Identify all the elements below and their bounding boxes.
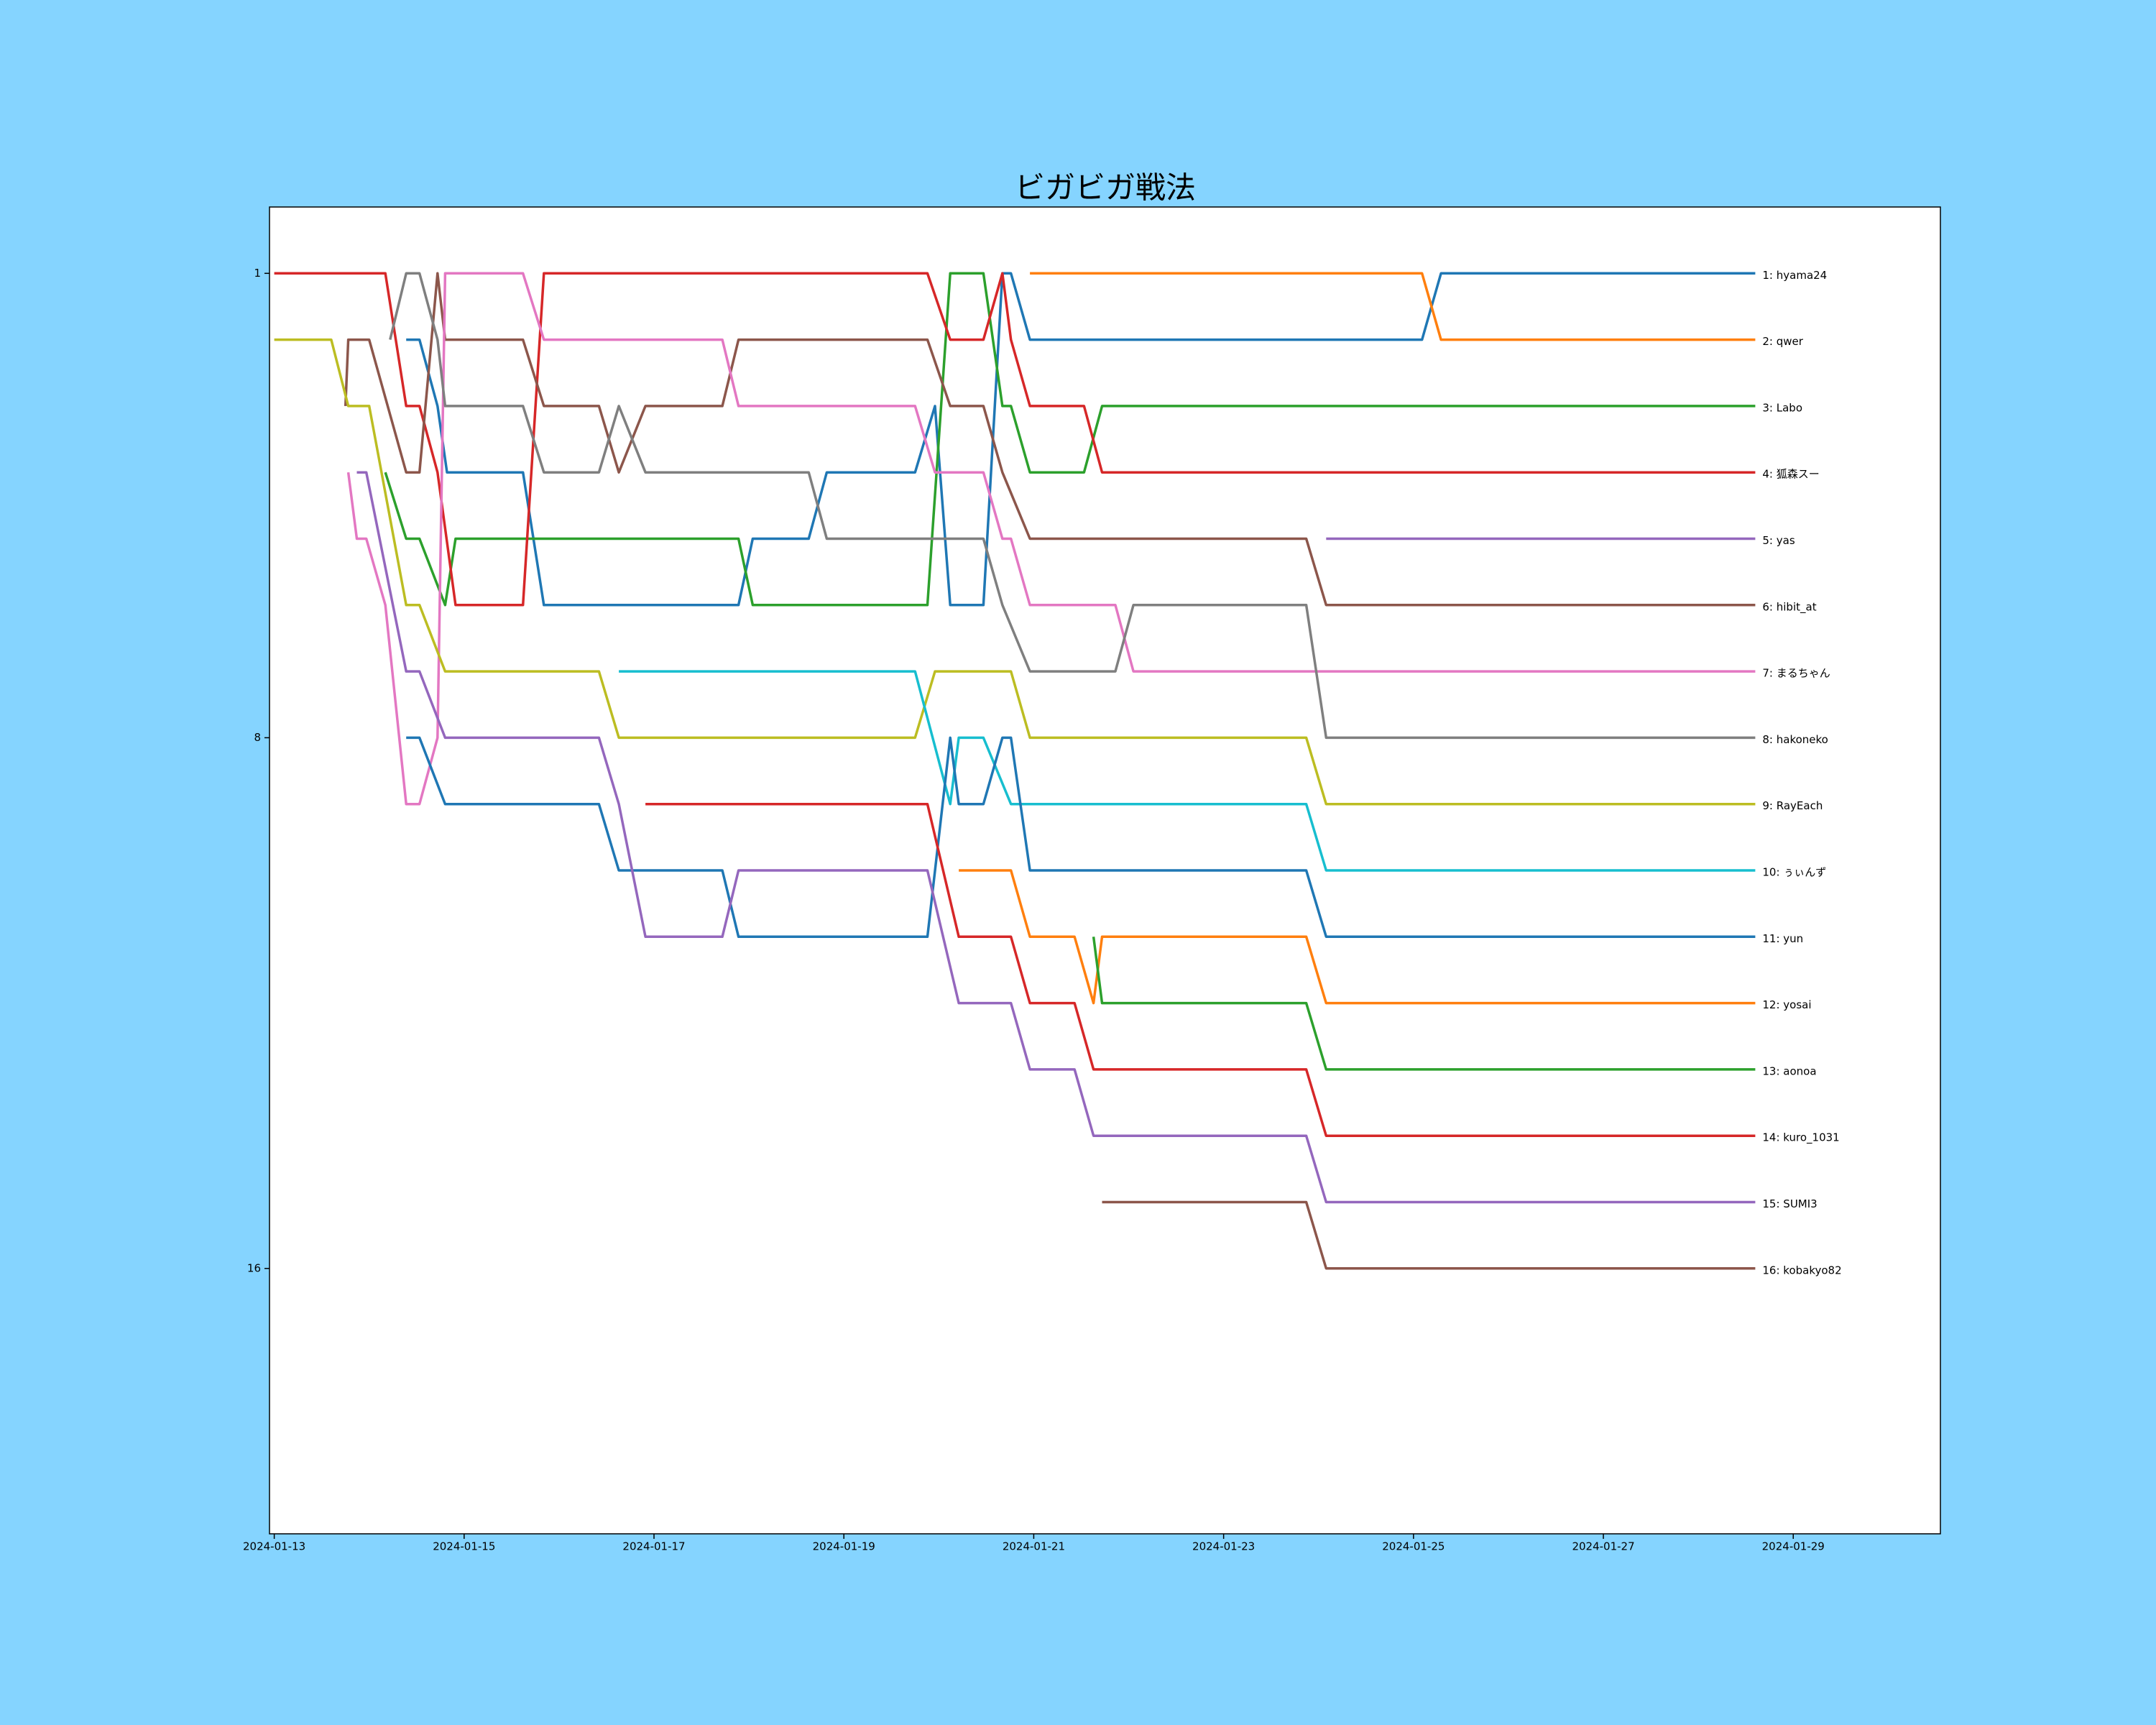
rank-line — [356, 471, 1756, 1204]
x-tick-label: 2024-01-27 — [1572, 1540, 1634, 1553]
series-label: 9: RayEach — [1762, 799, 1823, 812]
rank-line — [274, 338, 1756, 806]
rank-line — [619, 670, 1756, 872]
rank-line — [274, 272, 1756, 607]
x-tick-label: 2024-01-23 — [1192, 1540, 1255, 1553]
rank-line — [959, 869, 1756, 1005]
series-label: 4: 狐森スー — [1762, 468, 1819, 481]
series-label: 14: kuro_1031 — [1762, 1131, 1839, 1145]
rank-line — [1092, 937, 1756, 1071]
series-label: 10: ぅぃんず — [1762, 866, 1826, 879]
series-label: 6: hibit_at — [1762, 600, 1816, 614]
x-tick-label: 2024-01-25 — [1382, 1540, 1445, 1553]
x-tick-label: 2024-01-17 — [622, 1540, 685, 1553]
x-tick-label: 2024-01-19 — [813, 1540, 875, 1553]
x-tick-label: 2024-01-21 — [1003, 1540, 1065, 1553]
x-tick-label: 2024-01-13 — [243, 1540, 305, 1553]
rank-line — [346, 272, 1756, 806]
y-tick-label: 16 — [247, 1261, 261, 1274]
series-label: 5: yas — [1762, 534, 1795, 547]
rank-line — [406, 272, 1756, 607]
y-tick-label: 8 — [254, 731, 261, 744]
series-label: 12: yosai — [1762, 998, 1811, 1011]
x-tick-label: 2024-01-29 — [1762, 1540, 1825, 1553]
series-label: 15: SUMI3 — [1762, 1197, 1817, 1210]
rank-line — [1102, 1200, 1756, 1270]
chart-title: ビガビガ戦法 — [1015, 170, 1196, 206]
series-label: 16: kobakyo82 — [1762, 1264, 1841, 1276]
series-label: 7: まるちゃん — [1762, 667, 1830, 680]
x-tick-label: 2024-01-15 — [433, 1540, 495, 1553]
rank-line — [389, 272, 1756, 740]
series-label: 1: hyama24 — [1762, 269, 1827, 282]
y-tick-label: 1 — [254, 267, 261, 280]
rank-line — [406, 736, 1756, 939]
rank-line — [645, 802, 1756, 1137]
series-label: 11: yun — [1762, 932, 1803, 945]
rank-line — [1030, 272, 1756, 341]
series-label: 3: Labo — [1762, 401, 1802, 414]
series-label: 2: qwer — [1762, 335, 1803, 348]
rank-line — [384, 272, 1756, 607]
series-label: 8: hakoneko — [1762, 733, 1828, 746]
series-label: 13: aonoa — [1762, 1064, 1816, 1077]
